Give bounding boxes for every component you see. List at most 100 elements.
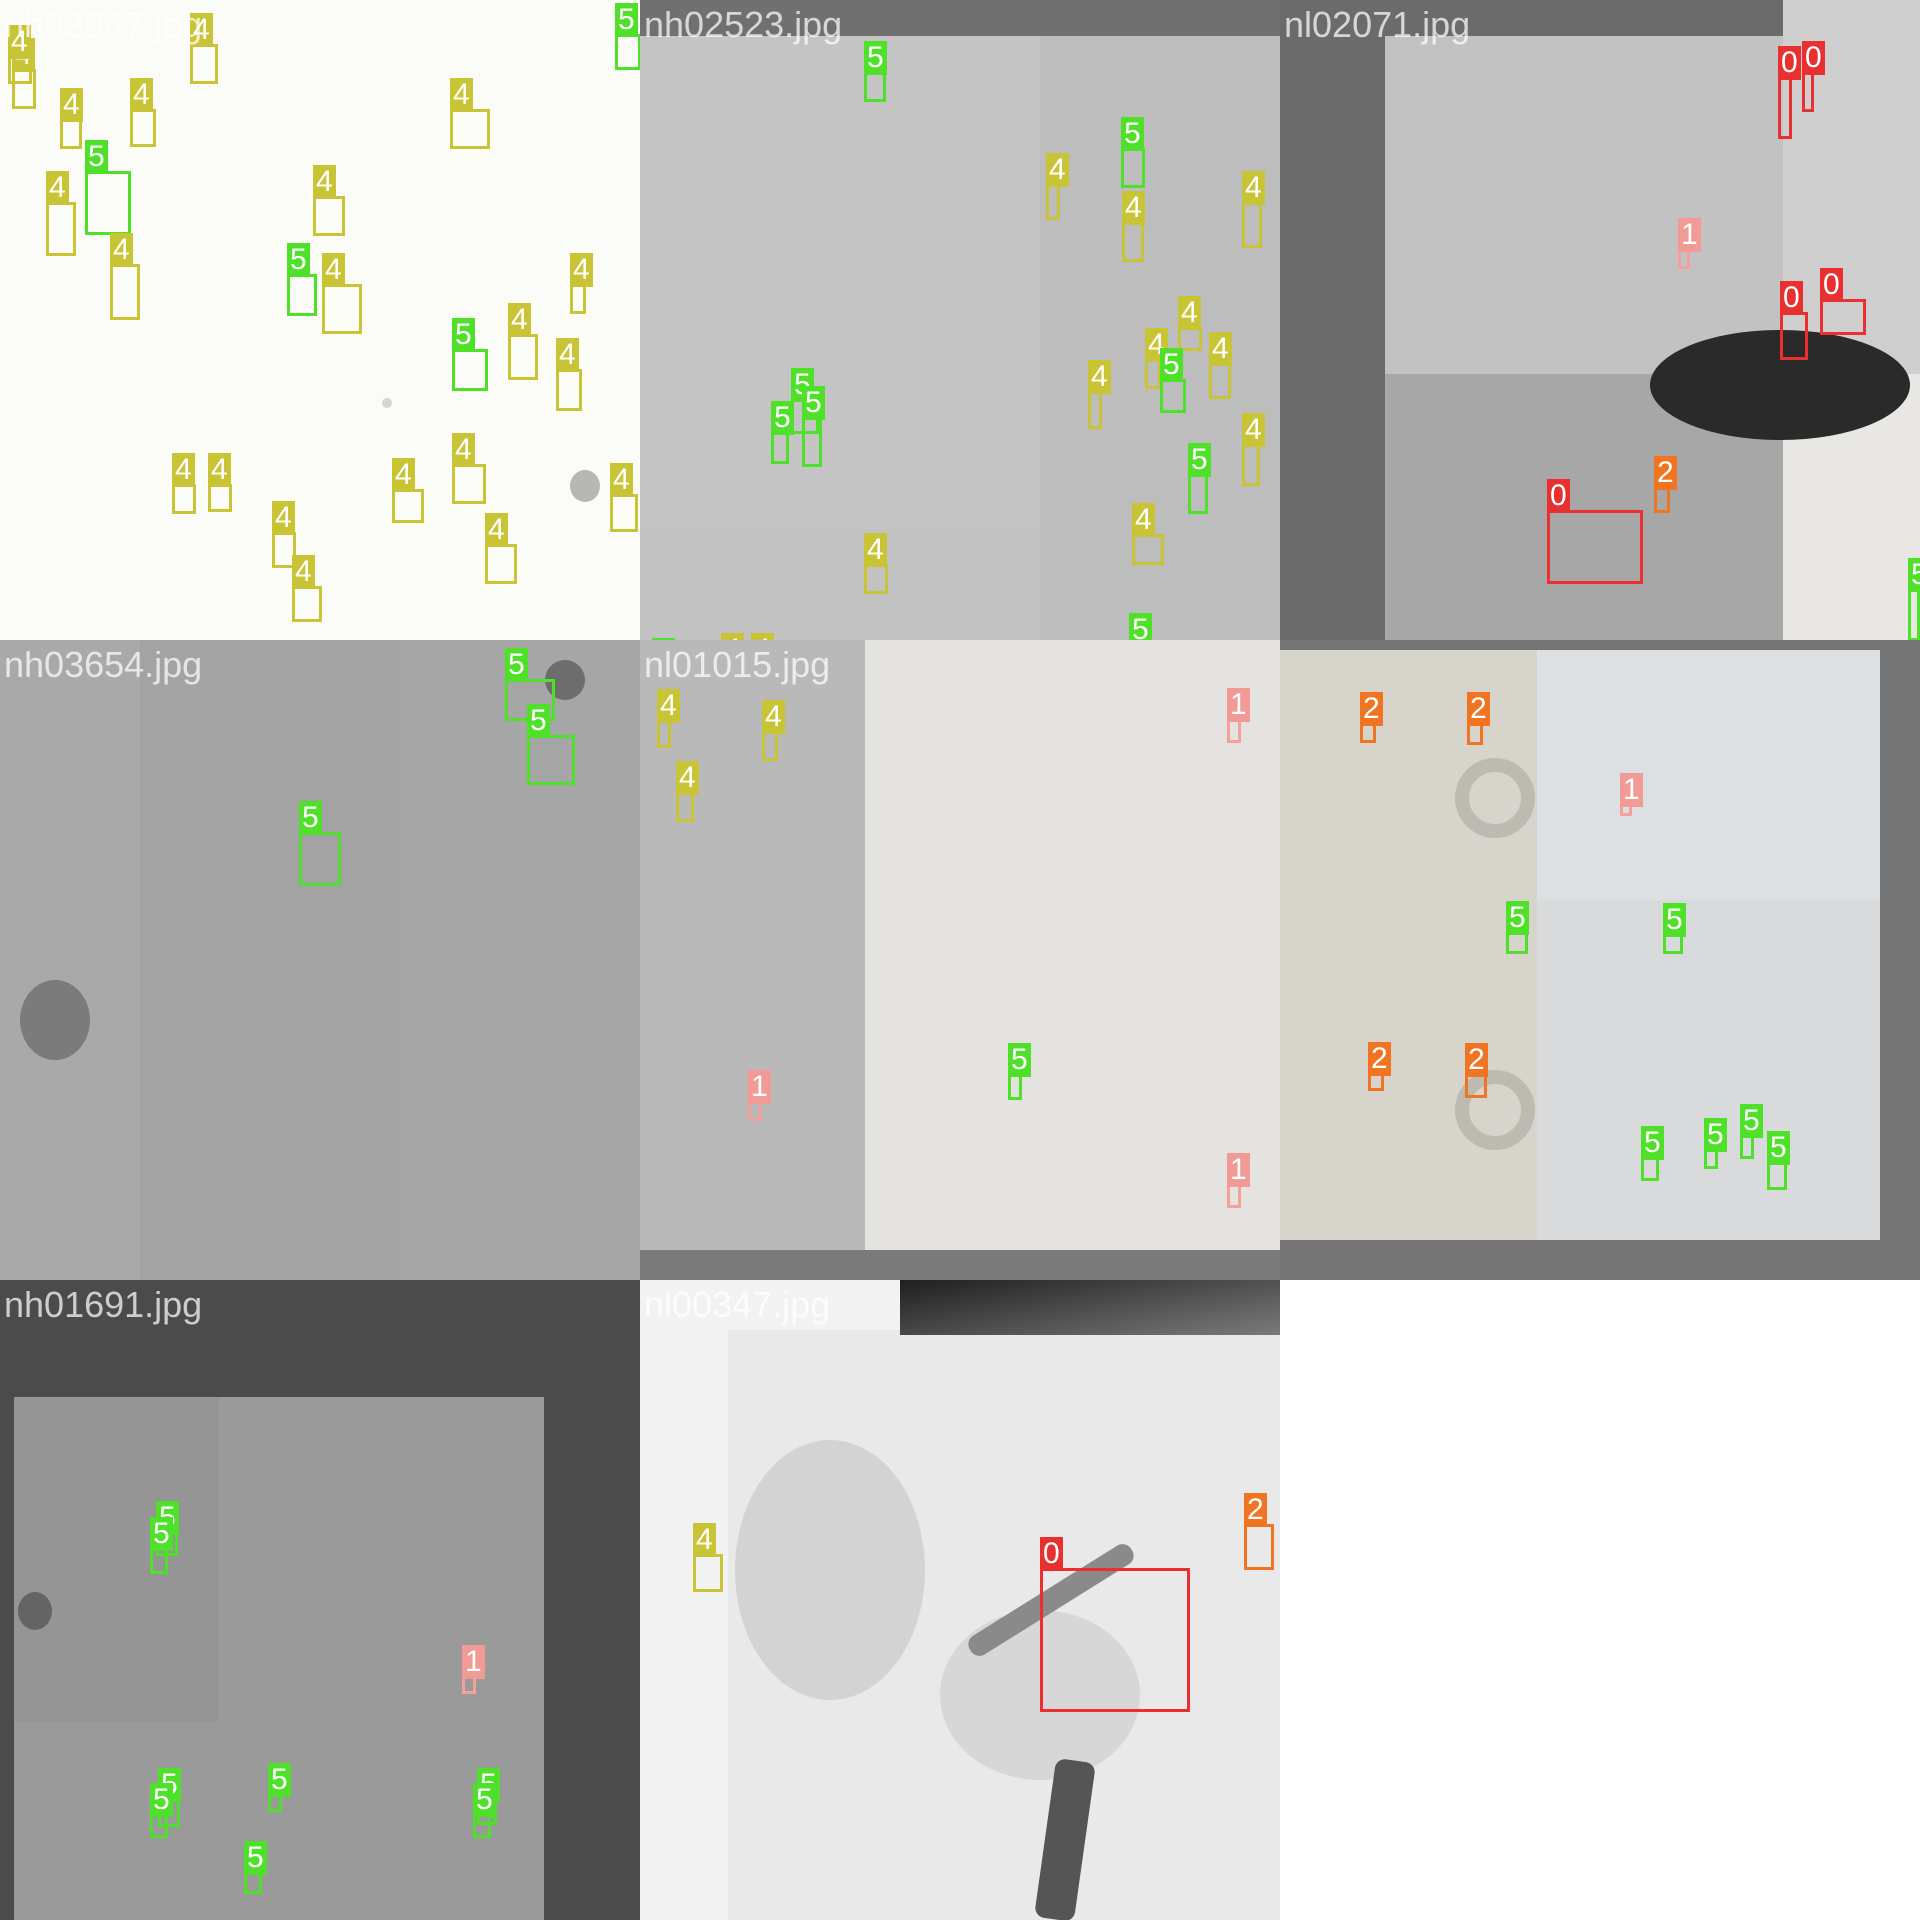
detection-box-class-4: 4 <box>110 233 140 320</box>
detection-box-class-4: 4 <box>130 78 156 147</box>
detection-class-label: 5 <box>1129 613 1152 640</box>
detection-box-class-4: 4 <box>172 453 196 514</box>
detection-class-label: 5 <box>473 1783 496 1817</box>
detection-box-class-5: 5 <box>150 1517 173 1574</box>
detection-class-label: 4 <box>272 501 295 535</box>
detection-box-class-4: 4 <box>762 700 785 761</box>
detection-class-label: 5 <box>1641 1126 1664 1160</box>
detection-class-label: 4 <box>8 25 31 59</box>
detection-class-label: 4 <box>762 700 785 734</box>
detection-class-label: 5 <box>150 1517 173 1551</box>
detection-box-class-5: 5 <box>527 704 575 785</box>
detection-box-class-5: 5 <box>1740 1104 1763 1159</box>
detection-box-class-0: 0 <box>1778 46 1801 139</box>
detection-box-class-5: 5 <box>244 1841 267 1894</box>
detection-class-label: 4 <box>610 463 633 497</box>
detection-class-label: 0 <box>1780 281 1803 315</box>
detection-box-class-5: 5 <box>1121 117 1145 188</box>
detection-class-label: 5 <box>771 401 794 435</box>
detection-box-class-4: 4 <box>1145 328 1168 389</box>
detection-box-class-5: 5 <box>802 386 825 467</box>
detection-box-class-5: 5 <box>1160 348 1186 413</box>
image-panel <box>640 0 1280 36</box>
detection-box-class-4: 4 <box>693 1523 723 1592</box>
image-panel <box>1537 650 1880 900</box>
tile-nl01015: nl01015.jpg 4 4 4 1 5 1 1 <box>640 640 1280 1280</box>
detection-box-class-4: 4 <box>1242 413 1265 486</box>
detection-class-label: 4 <box>110 233 133 267</box>
detection-class-label: 4 <box>657 689 680 723</box>
detection-box-class-4: 4 <box>46 171 76 256</box>
detection-class-label: 4 <box>693 1523 716 1557</box>
detection-box-class-1: 1 <box>1227 688 1250 743</box>
detection-box-class-5: 5 <box>615 3 640 70</box>
detection-class-label: 1 <box>1227 688 1250 722</box>
detection-box-class-0: 0 <box>1040 1537 1190 1712</box>
detection-class-label: 4 <box>190 13 213 47</box>
detection-class-label: 4 <box>1242 413 1265 447</box>
detection-class-label: 1 <box>1678 218 1701 252</box>
detection-class-label: 5 <box>1188 443 1211 477</box>
detection-box-class-2: 2 <box>1465 1043 1488 1098</box>
tile-title: nh02523.jpg <box>644 4 843 45</box>
detection-box-class-4: 4 <box>1046 153 1069 220</box>
dark-edge-region <box>900 1280 1280 1335</box>
detection-box-class-1: 1 <box>1678 218 1701 269</box>
detection-class-label: 5 <box>85 140 108 174</box>
detection-box-class-4: 4 <box>190 13 218 84</box>
halo-artifact <box>1455 758 1535 838</box>
detection-class-label: 4 <box>676 761 699 795</box>
detection-box-class-5: 5 <box>268 1763 291 1812</box>
detection-class-label: 4 <box>313 165 336 199</box>
image-panel <box>1385 36 1783 374</box>
detection-box-class-4: 4 <box>392 458 424 523</box>
detection-box-class-5: 5 <box>505 648 555 721</box>
detection-box-class-2: 2 <box>1360 692 1383 743</box>
detection-class-label: 0 <box>1778 46 1801 80</box>
detection-class-label: 5 <box>864 41 887 75</box>
detection-class-label: 5 <box>287 243 310 277</box>
detection-box-class-5: 5 <box>1188 443 1211 514</box>
tile-title: nh03347.jpg <box>4 4 203 45</box>
detection-box-class-2: 2 <box>1244 1493 1274 1570</box>
image-panel <box>1537 900 1880 1240</box>
detection-class-label: 0 <box>1802 41 1825 75</box>
detection-class-label: 5 <box>1740 1104 1763 1138</box>
tile-title: nl00347.jpg <box>644 1284 831 1325</box>
detection-box-class-4: 4 <box>292 555 322 622</box>
detection-box-class-1: 1 <box>1620 773 1643 816</box>
detection-box-class-5: 5 <box>864 41 887 102</box>
detection-class-label: 5 <box>1663 903 1686 937</box>
detection-box-class-5: 5 <box>452 318 488 391</box>
detection-box-class-0: 0 <box>1780 281 1808 360</box>
detection-class-label: 4 <box>172 453 195 487</box>
tile-nl00347: nl00347.jpg 4 0 2 <box>640 1280 1280 1920</box>
detection-box-class-5: 5 <box>1008 1043 1031 1100</box>
image-panel <box>400 640 640 1280</box>
detection-class-label: 4 <box>864 533 887 567</box>
detection-class-label: 5 <box>652 638 675 640</box>
image-panel <box>640 1250 1280 1280</box>
detection-box-class-4: 4 <box>322 253 362 334</box>
detection-class-label: 1 <box>1620 773 1643 807</box>
detection-class-label: 5 <box>615 3 638 37</box>
detection-box-class-4: 4 <box>610 463 638 532</box>
detection-box-class-4: 4 <box>8 25 32 84</box>
detection-class-label: 4 <box>1046 153 1069 187</box>
detection-box-class-5: 5 <box>1506 901 1529 954</box>
detection-class-label: 5 <box>1121 117 1144 151</box>
cell-cluster <box>20 980 90 1060</box>
tile-title: nh01691.jpg <box>4 1284 203 1325</box>
detection-box-class-4: 4 <box>313 165 345 236</box>
tile-nh02523: nh02523.jpg 554444444555544455544 <box>640 0 1280 640</box>
detection-class-label: 4 <box>721 633 744 640</box>
detection-box-class-5: 5 <box>1641 1126 1664 1181</box>
detection-class-label: 5 <box>1160 348 1183 382</box>
detection-box-class-5: 5 <box>1767 1131 1790 1190</box>
detection-class-label: 5 <box>268 1763 291 1797</box>
tile-nh03347: nh03347.jpg 4444544445454444444444454 <box>0 0 640 640</box>
detection-class-label: 5 <box>1704 1118 1727 1152</box>
detection-class-label: 4 <box>1178 296 1201 330</box>
detection-box-class-4: 4 <box>272 501 296 568</box>
